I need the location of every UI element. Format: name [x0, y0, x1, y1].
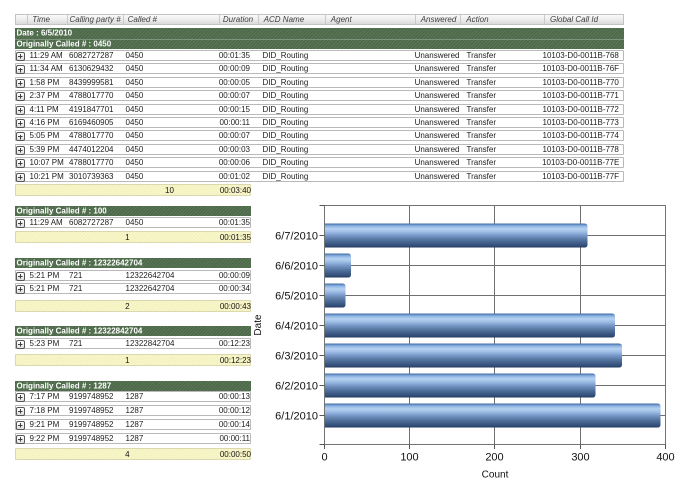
svg-text:6/4/2010: 6/4/2010 [275, 321, 318, 333]
svg-text:6/6/2010: 6/6/2010 [275, 261, 318, 273]
svg-text:400: 400 [656, 452, 674, 464]
svg-text:6/3/2010: 6/3/2010 [275, 351, 318, 363]
svg-text:300: 300 [571, 452, 589, 464]
svg-text:Date: Date [253, 314, 264, 336]
svg-text:6/5/2010: 6/5/2010 [275, 291, 318, 303]
svg-text:6/2/2010: 6/2/2010 [275, 381, 318, 393]
svg-text:200: 200 [485, 452, 503, 464]
svg-text:100: 100 [400, 452, 418, 464]
svg-text:Count: Count [482, 470, 509, 481]
svg-text:6/1/2010: 6/1/2010 [275, 411, 318, 423]
svg-text:6/7/2010: 6/7/2010 [275, 231, 318, 243]
svg-text:0: 0 [321, 452, 327, 464]
